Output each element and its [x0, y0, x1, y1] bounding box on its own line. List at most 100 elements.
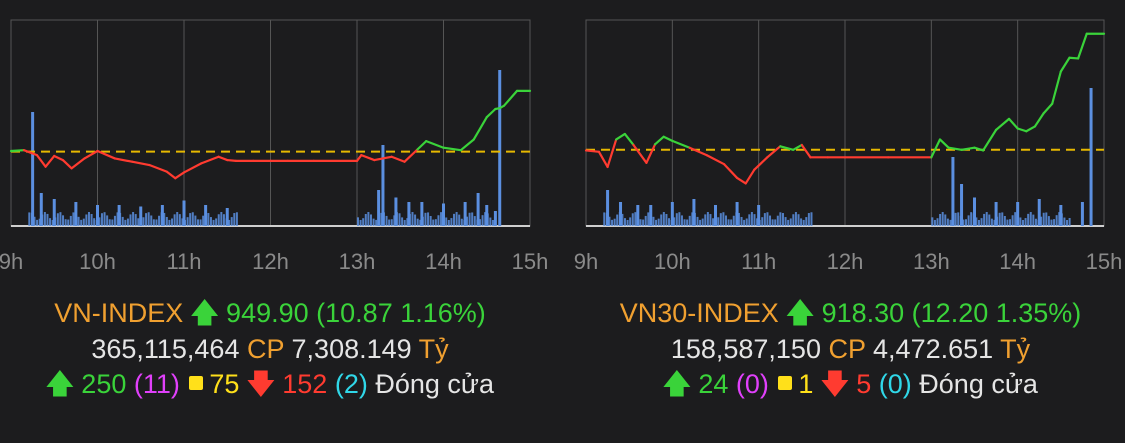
volume-bar — [789, 218, 792, 226]
volume-bar — [787, 219, 790, 226]
volume-bar — [1089, 88, 1093, 226]
volume-bar — [611, 219, 614, 226]
volume-bar — [988, 214, 991, 226]
volume-bar — [416, 218, 419, 226]
volume-bar — [421, 216, 424, 226]
volume-bar — [150, 215, 153, 226]
unit-label: Tỷ — [1000, 334, 1031, 364]
volume-bar — [98, 217, 101, 226]
volume-bar — [369, 214, 372, 226]
volume-bar — [442, 213, 445, 226]
volume-bar — [763, 213, 766, 226]
index-line-segment — [753, 156, 769, 171]
volume-bar — [606, 190, 610, 226]
index-line-segment — [459, 138, 475, 152]
volume-bar — [719, 213, 722, 226]
index-line-segment — [994, 117, 1011, 131]
volume-bar — [189, 213, 192, 226]
volume-bar — [64, 219, 67, 226]
volume-bar — [381, 145, 385, 226]
volume-bar — [977, 219, 980, 226]
volume-bar — [100, 213, 103, 226]
volume-bar — [802, 219, 805, 226]
index-line-segment — [973, 146, 985, 152]
volume-bar — [699, 219, 702, 226]
volume-bar — [1016, 213, 1019, 226]
volume-bar — [980, 218, 983, 226]
volume-bar — [67, 219, 70, 226]
volume-bar — [207, 213, 210, 226]
volume-bar — [973, 197, 976, 226]
volume-bar — [724, 215, 727, 226]
volume-bar — [642, 219, 645, 226]
volume-bar — [1058, 212, 1061, 226]
volume-bar — [39, 193, 43, 226]
volume-bar — [394, 197, 398, 226]
vn30-index-breadth-row: 🡅 24 (0) 1 🡇 5 (0) Đóng cửa — [578, 367, 1123, 401]
volume-bar — [1003, 216, 1006, 226]
volume-bar — [941, 212, 944, 226]
volume-bar — [1014, 212, 1017, 226]
x-tick-label: 14h — [425, 249, 462, 274]
volume-bar — [419, 219, 422, 226]
volume-value: 365,115,464 — [91, 334, 240, 364]
volume-bar — [31, 112, 35, 226]
volume-bar — [621, 213, 624, 226]
volume-bar — [121, 216, 124, 226]
volume-bar — [665, 213, 668, 226]
volume-bar — [194, 215, 197, 226]
volume-bar — [447, 219, 450, 226]
volume-bar — [225, 208, 229, 226]
volume-bar — [985, 212, 988, 226]
volume-bar — [1037, 219, 1040, 226]
volume-bar — [202, 215, 205, 226]
volume-bar — [30, 212, 33, 226]
floor-count: (0) — [878, 369, 912, 399]
volume-bar — [691, 212, 694, 226]
volume-bar — [69, 215, 72, 226]
volume-bar — [1019, 217, 1022, 226]
vn-index-summary: VN-INDEX 🡅 949.90 (10.87 1.16%) — [0, 296, 540, 330]
volume-bar — [776, 215, 779, 226]
index-line-segment — [355, 154, 363, 163]
volume-bar — [491, 219, 494, 226]
index-name: VN-INDEX — [54, 298, 184, 328]
volume-bar — [398, 213, 401, 226]
volume-bar — [215, 218, 218, 226]
index-line-segment — [1068, 56, 1080, 60]
volume-bar — [753, 214, 756, 226]
volume-bar — [158, 215, 161, 226]
volume-bar — [458, 214, 461, 226]
volume-bar — [662, 212, 665, 226]
x-tick-label: 9h — [0, 249, 23, 274]
volume-bar — [142, 217, 145, 226]
cp-label: CP — [246, 334, 285, 364]
volume-bar — [807, 213, 810, 226]
volume-bar — [693, 212, 696, 226]
volume-bar — [954, 212, 957, 226]
volume-bar — [43, 212, 46, 226]
volume-bar — [377, 190, 381, 226]
volume-bar — [186, 217, 189, 226]
volume-bar — [683, 219, 686, 226]
volume-bar — [623, 218, 626, 226]
index-line-segment — [779, 145, 795, 151]
trade-value: 4,472.651 — [873, 334, 994, 364]
volume-bar — [933, 219, 936, 226]
volume-bar — [134, 214, 137, 226]
volume-bar — [805, 217, 808, 226]
volume-bar — [748, 214, 751, 226]
volume-bar — [655, 219, 658, 226]
volume-bar — [165, 216, 168, 226]
volume-bar — [1068, 218, 1071, 226]
volume-bar — [639, 219, 642, 226]
volume-bar — [756, 218, 759, 226]
volume-bar — [706, 212, 709, 226]
index-line-segment — [800, 143, 812, 159]
volume-bar — [1006, 219, 1009, 226]
volume-bar — [660, 214, 663, 226]
volume-bar — [382, 212, 385, 226]
volume-bar — [168, 219, 171, 226]
volume-bar — [701, 218, 704, 226]
volume-bar — [714, 205, 717, 226]
